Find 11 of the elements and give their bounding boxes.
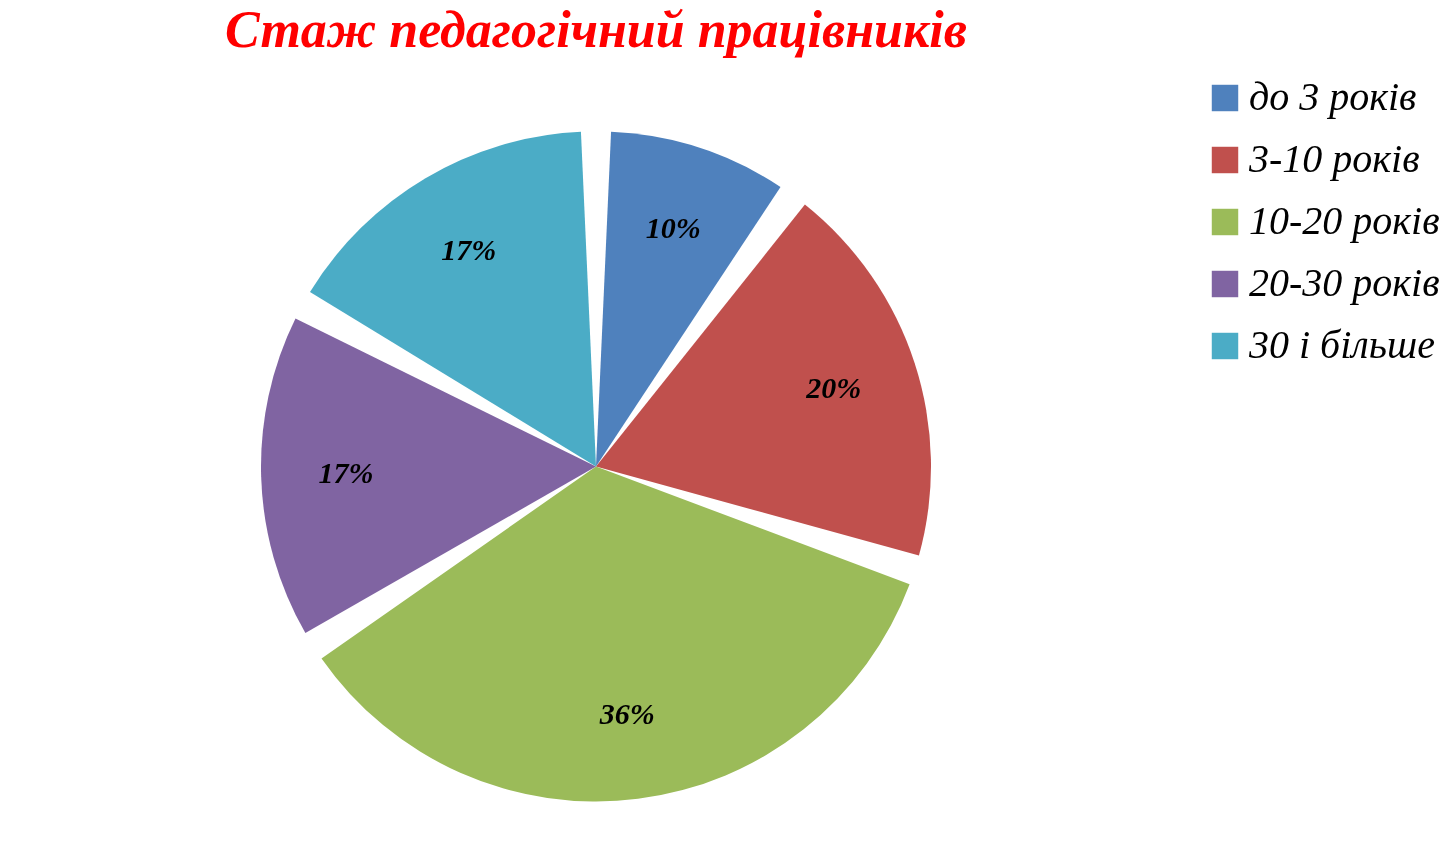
data-label: 17% [441, 233, 497, 267]
data-label: 20% [805, 371, 862, 405]
legend-label: 3-10 років [1248, 136, 1420, 181]
legend-label: до 3 років [1249, 74, 1417, 119]
legend-label: 10-20 років [1249, 198, 1440, 243]
chart-title: Стаж педагогічний працівників [224, 1, 968, 58]
data-label: 36% [598, 696, 655, 730]
data-label: 10% [645, 210, 701, 244]
legend-label: 30 і більше [1248, 322, 1435, 367]
data-label: 17% [318, 456, 374, 490]
legend-label: 20-30 років [1249, 260, 1440, 305]
